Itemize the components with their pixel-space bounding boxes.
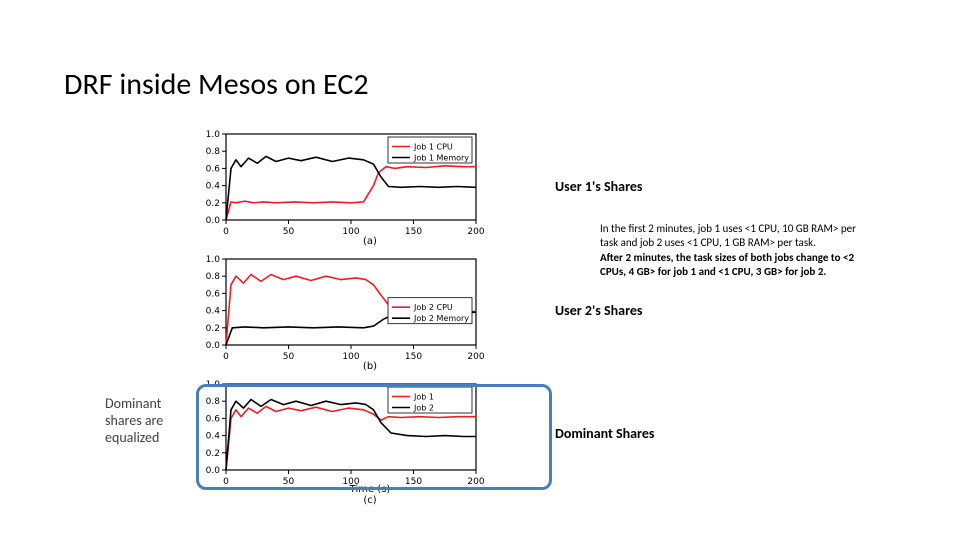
svg-text:150: 150	[405, 477, 422, 486]
chart-c-sublabel: (c)	[190, 495, 550, 506]
svg-text:0.8: 0.8	[206, 397, 221, 407]
svg-text:0: 0	[223, 477, 229, 486]
svg-text:Job 1 CPU: Job 1 CPU	[413, 143, 453, 152]
svg-text:0.6: 0.6	[206, 164, 221, 174]
svg-text:50: 50	[283, 227, 295, 236]
chart-b-svg: 0.0 0.2 0.4 0.6 0.8 1.0 0 50 100 150 200 Job 2 CPU J…	[190, 253, 490, 361]
side-label-c: Dominant Shares	[555, 425, 655, 442]
svg-text:150: 150	[405, 352, 422, 361]
chart-a: 0.0 0.2 0.4 0.6 0.8 1.0 0 50 100 150 200 Job 1 CPU J…	[190, 128, 550, 247]
svg-text:Job 2: Job 2	[413, 404, 434, 413]
svg-text:0: 0	[223, 227, 229, 236]
svg-text:0.4: 0.4	[206, 307, 221, 317]
svg-text:1.0: 1.0	[206, 130, 221, 140]
svg-text:0.0: 0.0	[206, 216, 221, 226]
svg-text:Job 1 Memory: Job 1 Memory	[413, 154, 469, 163]
svg-text:150: 150	[405, 227, 422, 236]
side-label-a: User 1's Shares	[555, 178, 643, 195]
svg-text:Job 2 CPU: Job 2 CPU	[413, 303, 453, 312]
chart-a-svg: 0.0 0.2 0.4 0.6 0.8 1.0 0 50 100 150 200 Job 1 CPU J…	[190, 128, 490, 236]
svg-text:0.4: 0.4	[206, 432, 221, 442]
svg-text:0.2: 0.2	[206, 449, 220, 459]
svg-text:100: 100	[342, 227, 359, 236]
chart-c: 0.00.20.40.60.81.0050100150200Job 1Job 2…	[190, 378, 550, 506]
svg-text:200: 200	[467, 227, 484, 236]
right-annotation: In the first 2 minutes, job 1 uses <1 CP…	[600, 222, 870, 279]
svg-text:Job 1: Job 1	[413, 393, 434, 402]
right-annotation-p1: In the first 2 minutes, job 1 uses <1 CP…	[600, 222, 856, 249]
svg-text:0.8: 0.8	[206, 147, 221, 157]
svg-text:0.6: 0.6	[206, 289, 221, 299]
svg-text:0.2: 0.2	[206, 199, 220, 209]
chart-c-xlabel: Time (s)	[190, 484, 550, 495]
left-annotation: Dominant shares are equalized	[105, 396, 195, 446]
right-annotation-p2: After 2 minutes, the task sizes of both …	[600, 251, 854, 278]
svg-text:200: 200	[467, 477, 484, 486]
svg-text:1.0: 1.0	[206, 380, 221, 390]
svg-text:0.6: 0.6	[206, 414, 221, 424]
chart-b: 0.0 0.2 0.4 0.6 0.8 1.0 0 50 100 150 200 Job 2 CPU J…	[190, 253, 550, 372]
svg-text:0.4: 0.4	[206, 182, 221, 192]
svg-text:0.0: 0.0	[206, 466, 221, 476]
svg-text:50: 50	[283, 352, 295, 361]
svg-text:0: 0	[223, 352, 229, 361]
chart-b-sublabel: (b)	[190, 361, 550, 372]
side-label-b: User 2's Shares	[555, 302, 643, 319]
chart-a-sublabel: (a)	[190, 236, 550, 247]
svg-text:100: 100	[342, 352, 359, 361]
svg-text:1.0: 1.0	[206, 255, 221, 265]
svg-text:Job 2 Memory: Job 2 Memory	[413, 314, 469, 323]
chart-c-svg: 0.00.20.40.60.81.0050100150200Job 1Job 2	[190, 378, 490, 486]
charts-column: 0.0 0.2 0.4 0.6 0.8 1.0 0 50 100 150 200 Job 1 CPU J…	[190, 128, 550, 512]
svg-text:0.8: 0.8	[206, 272, 221, 282]
svg-text:200: 200	[467, 352, 484, 361]
svg-text:0.2: 0.2	[206, 324, 220, 334]
page-title: DRF inside Mesos on EC2	[64, 66, 369, 103]
svg-text:0.0: 0.0	[206, 341, 221, 351]
svg-text:50: 50	[283, 477, 295, 486]
